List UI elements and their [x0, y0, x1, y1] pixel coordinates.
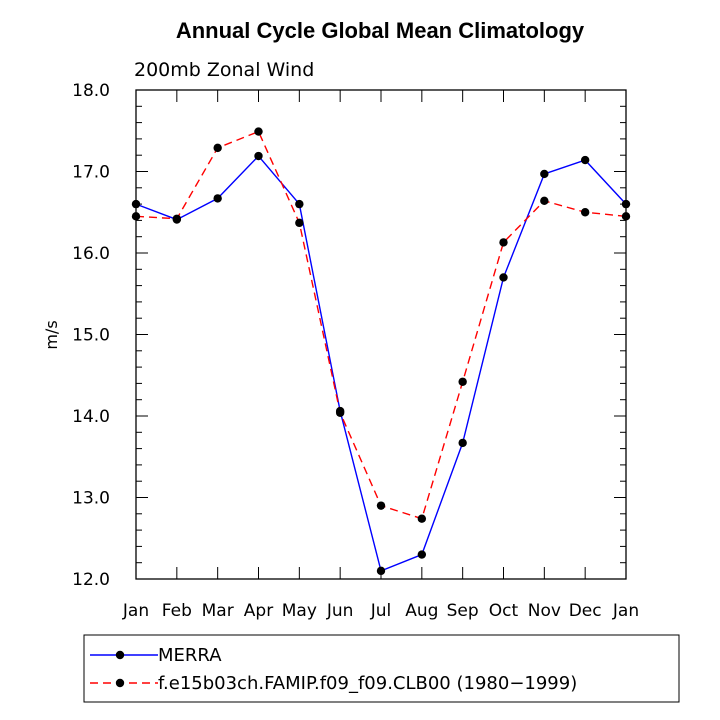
data-point-series-2: [131, 212, 141, 221]
data-point-series-1: [295, 199, 304, 209]
y-tick-label: 17.0: [72, 163, 110, 183]
data-point-series-2: [295, 218, 304, 228]
data-point-series-2: [540, 196, 549, 206]
data-point-series-1: [458, 438, 467, 448]
legend: MERRA f.e15b03ch.FAMIP.f09_f09.CLB00 (198…: [83, 634, 680, 703]
x-tick-label: Sep: [447, 601, 479, 621]
x-tick-label: Jan: [122, 601, 149, 621]
x-tick-label: May: [282, 601, 317, 621]
data-point-series-2: [254, 127, 263, 136]
data-point-series-1: [540, 169, 549, 179]
data-point-series-2: [376, 501, 386, 510]
data-point-series-2: [621, 212, 631, 221]
legend-items: MERRA f.e15b03ch.FAMIP.f09_f09.CLB00 (198…: [90, 645, 577, 694]
y-tick-label: 12.0: [72, 570, 110, 590]
y-tick-label: 15.0: [72, 326, 110, 346]
chart-subtitle: 200mb Zonal Wind: [134, 59, 314, 81]
data-point-series-2: [417, 514, 427, 523]
legend-marker-1: [115, 650, 125, 660]
x-tick-label: Mar: [202, 601, 234, 621]
data-point-series-1: [213, 194, 222, 203]
x-tick-label: Feb: [162, 601, 192, 621]
y-tick-label: 14.0: [72, 407, 110, 427]
legend-marker-2: [115, 678, 125, 688]
series-line-2: [135, 130, 627, 520]
x-tick-label: Jul: [370, 601, 392, 621]
y-tick-label: 18.0: [72, 81, 110, 101]
legend-label-1: MERRA: [158, 645, 222, 666]
data-points: [131, 127, 631, 576]
x-tick-label: Jun: [326, 601, 354, 621]
data-point-series-2: [335, 408, 345, 417]
legend-label-2: f.e15b03ch.FAMIP.f09_f09.CLB00 (1980−199…: [158, 673, 577, 694]
data-point-series-2: [580, 208, 590, 217]
data-point-series-2: [499, 238, 508, 247]
data-point-series-1: [499, 273, 508, 282]
data-point-series-2: [213, 143, 222, 153]
data-point-series-1: [417, 550, 427, 559]
data-point-series-1: [580, 155, 590, 165]
x-tick-label: Aug: [405, 601, 438, 621]
data-point-series-1: [254, 151, 263, 161]
x-tick-label: Apr: [244, 601, 273, 621]
y-tick-label: 13.0: [72, 489, 110, 509]
legend-box: [83, 634, 680, 703]
axis-ticks: [135, 89, 627, 580]
x-tick-label: Oct: [489, 601, 519, 621]
data-point-series-2: [458, 377, 467, 386]
x-tick-label: Jan: [612, 601, 639, 621]
tick-labels: 12.0 13.0 14.0 15.0 16.0 17.0 18.0 Jan Feb Mar Apr…: [72, 81, 639, 621]
data-point-series-1: [131, 199, 141, 209]
x-tick-label: Nov: [528, 601, 561, 621]
y-tick-label: 16.0: [72, 244, 110, 264]
data-point-series-1: [376, 566, 386, 576]
x-tick-label: Dec: [569, 601, 602, 621]
data-point-series-1: [621, 199, 631, 209]
y-axis-label: m/s: [42, 320, 61, 349]
chart-title: Annual Cycle Global Mean Climatology: [176, 18, 585, 43]
data-point-series-2: [172, 214, 182, 223]
